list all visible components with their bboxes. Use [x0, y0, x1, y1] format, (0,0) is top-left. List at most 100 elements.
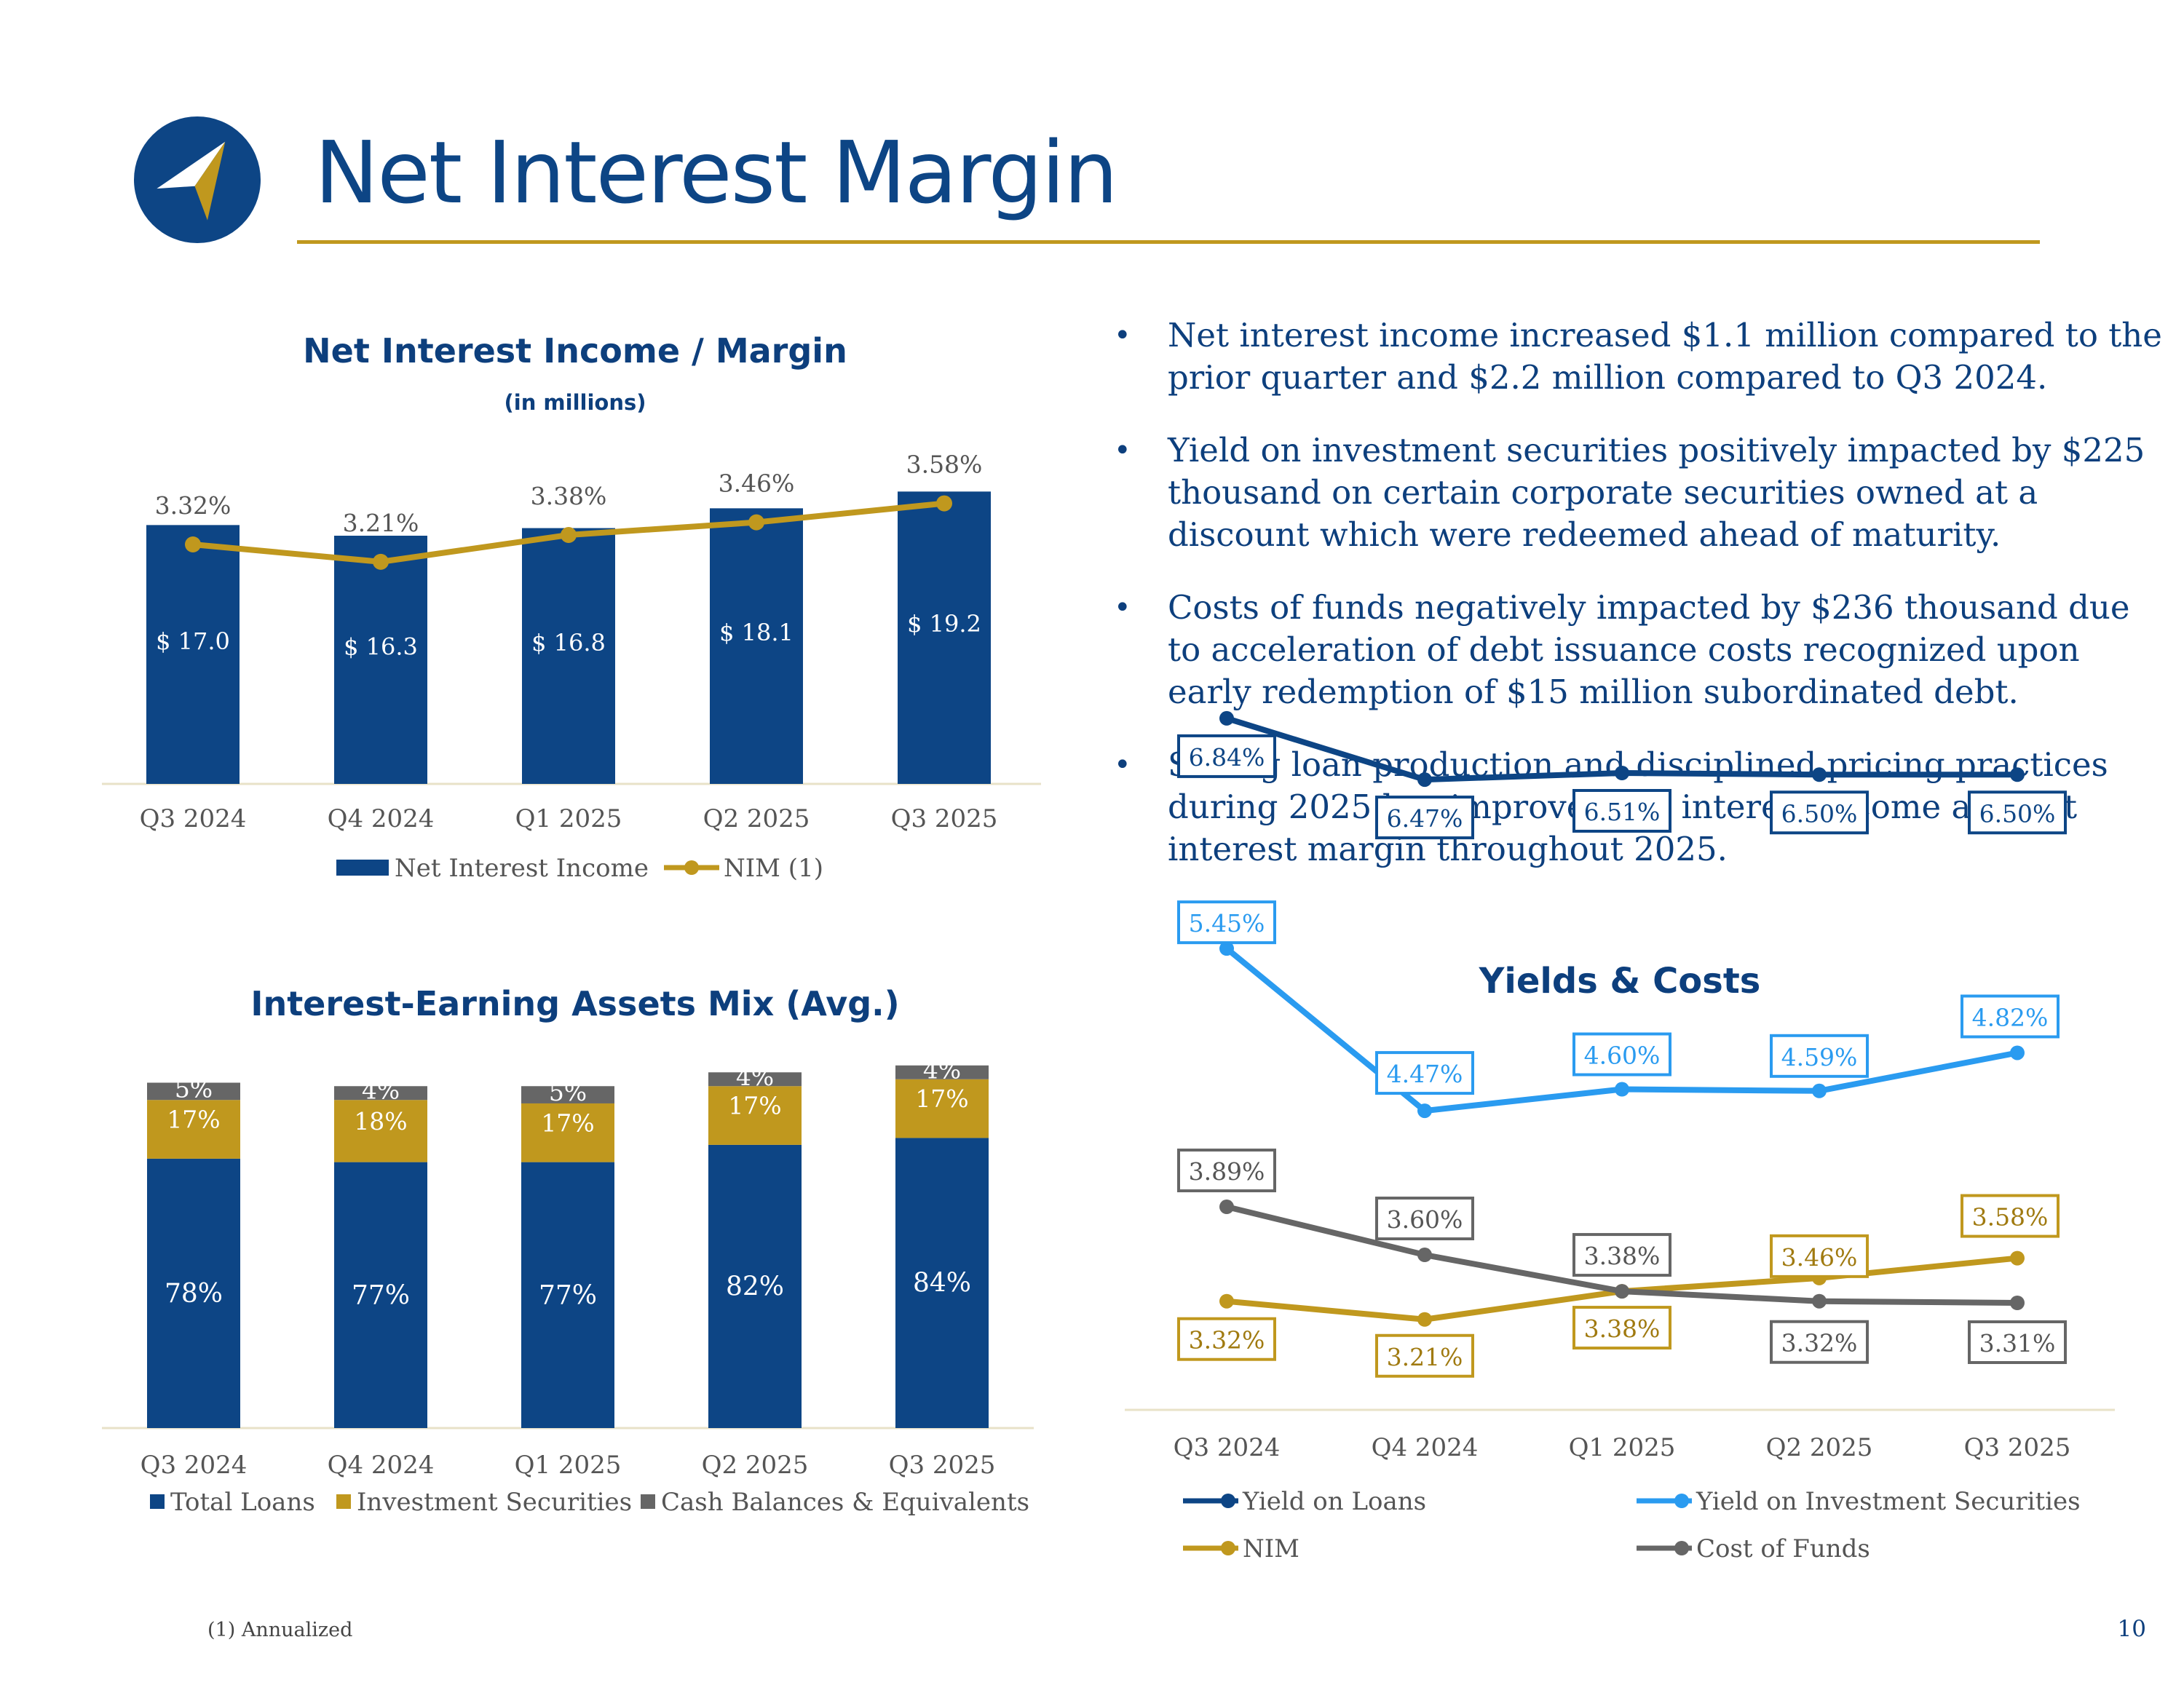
yields-x-tick-label: Q3 2024 [1174, 1433, 1281, 1462]
mix-bar-segment [147, 1158, 240, 1428]
mix-bar-segment [334, 1086, 427, 1101]
yields-point [1417, 772, 1432, 788]
mix-bar-segment [895, 1079, 989, 1138]
mix-bar-label: 5% [549, 1078, 587, 1106]
mix-bar-segment [334, 1162, 427, 1428]
yields-data-label: 6.50% [1979, 799, 2056, 828]
legend-label-net-interest-income: Net Interest Income [395, 854, 649, 883]
mix-bar-label: 17% [915, 1085, 968, 1113]
mix-bar-segment [521, 1086, 614, 1103]
mix-bar-label: 84% [913, 1269, 971, 1299]
yields-data-label: 3.60% [1387, 1205, 1463, 1234]
yields-point [1812, 767, 1827, 782]
nii-x-tick-label: Q3 2024 [140, 804, 247, 833]
nii-x-tick-label: Q1 2025 [515, 804, 622, 833]
nim-data-label: 3.38% [531, 482, 607, 510]
mix-bar-label: 4% [362, 1077, 400, 1105]
mix-legend-swatch [641, 1494, 655, 1509]
nii-x-tick-label: Q3 2025 [891, 804, 998, 833]
yields-label-box [1177, 900, 1276, 945]
yields-point [1417, 1248, 1432, 1263]
mix-bar-label: 17% [167, 1106, 220, 1134]
yields-data-label: 3.89% [1189, 1157, 1265, 1186]
yields-legend-label: Cost of Funds [1696, 1534, 1870, 1563]
compass-arrow-logo-icon [134, 116, 261, 243]
yields-label-box [1375, 1197, 1474, 1241]
yields-label-box [1572, 1032, 1671, 1077]
yields-data-label: 3.58% [1972, 1203, 2049, 1232]
yields-label-box [1961, 994, 2060, 1039]
yields-data-label: 6.51% [1584, 798, 1661, 826]
yields-label-box [1770, 1234, 1869, 1278]
mix-bar-segment [147, 1100, 240, 1159]
yields-data-label: 3.31% [1979, 1329, 2056, 1357]
yields-point [2010, 767, 2025, 782]
yields-label-box [1961, 1194, 2060, 1238]
nim-point [561, 526, 577, 543]
nii-chart-subtitle: (in millions) [504, 390, 646, 415]
yields-data-label: 6.84% [1189, 743, 1265, 772]
yields-label-box [1375, 796, 1474, 840]
page-number: 10 [2117, 1616, 2146, 1642]
yields-data-label: 3.46% [1781, 1243, 1858, 1272]
yields-label-box [1968, 1320, 2067, 1364]
yields-label-box [1177, 1317, 1276, 1361]
bullet-item: Net interest income increased $1.1 milli… [1101, 314, 2164, 399]
mix-bar-segment [147, 1082, 240, 1101]
mix-bar-label: 77% [539, 1280, 597, 1310]
nim-data-label: 3.32% [155, 491, 232, 520]
yields-x-tick-label: Q2 2025 [1766, 1433, 1873, 1462]
yields-point [1219, 941, 1234, 956]
nii-bar-label: $ 19.2 [907, 610, 981, 638]
nii-bar [710, 508, 803, 784]
mix-bar-segment [708, 1144, 802, 1428]
yields-point [1219, 710, 1234, 726]
yields-data-label: 3.32% [1781, 1329, 1858, 1357]
yields-data-label: 6.47% [1387, 804, 1463, 833]
mix-bar-label: 82% [726, 1272, 784, 1301]
nim-point [185, 536, 201, 552]
footnote: (1) Annualized [207, 1619, 353, 1641]
nim-data-label: 3.46% [719, 469, 795, 498]
nii-bar-label: $ 18.1 [719, 619, 794, 646]
mix-x-tick-label: Q4 2024 [328, 1451, 435, 1480]
nim-point [748, 514, 764, 531]
yields-legend-marker [1674, 1541, 1689, 1555]
mix-bar-label: 17% [728, 1092, 781, 1120]
yields-data-label: 4.60% [1584, 1042, 1661, 1070]
nii-x-tick-label: Q2 2025 [703, 804, 810, 833]
yields-legend-label: NIM [1243, 1534, 1299, 1563]
mix-bar-label: 18% [354, 1107, 407, 1135]
mix-legend-label: Investment Securities [357, 1488, 632, 1517]
nii-x-tick-label: Q4 2024 [328, 804, 435, 833]
mix-bar-label: 17% [541, 1109, 594, 1137]
mix-x-tick-label: Q2 2025 [702, 1451, 809, 1480]
yields-label-box [1572, 789, 1671, 833]
legend-label-nim: NIM (1) [724, 854, 823, 883]
yields-data-label: 4.59% [1781, 1043, 1858, 1071]
legend-swatch-net-interest-income [336, 860, 389, 876]
mix-legend-swatch [336, 1494, 351, 1509]
mix-bar-segment [708, 1086, 802, 1145]
nii-bar [522, 528, 615, 784]
nii-chart-title: Net Interest Income / Margin [303, 331, 847, 370]
yields-point [1615, 1284, 1629, 1299]
mix-bar-segment [521, 1103, 614, 1162]
mix-bar-segment [895, 1065, 989, 1079]
nii-bar [334, 536, 427, 784]
yields-data-label: 3.21% [1387, 1343, 1463, 1371]
mix-bar-segment [708, 1072, 802, 1087]
yields-data-label: 6.50% [1781, 799, 1858, 828]
nii-bar-label: $ 16.3 [344, 633, 418, 661]
yields-data-label: 5.45% [1189, 909, 1265, 937]
yields-legend-marker [1674, 1494, 1689, 1508]
yields-legend-marker [1221, 1494, 1235, 1508]
yields-point [1219, 1293, 1234, 1309]
mix-bar-segment [334, 1100, 427, 1162]
mix-bar-segment [895, 1138, 989, 1428]
legend-marker-nim [684, 860, 699, 875]
nim-data-label: 3.21% [343, 509, 419, 537]
mix-legend-swatch [150, 1494, 165, 1509]
